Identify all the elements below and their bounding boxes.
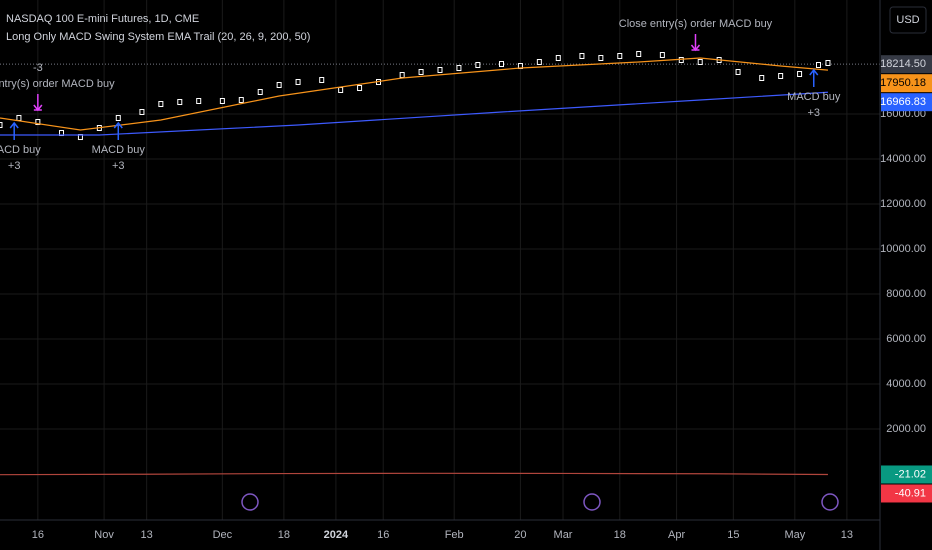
candle: [319, 77, 325, 84]
candle: [338, 87, 344, 94]
annotation-label: +3: [8, 160, 21, 172]
candle: [295, 79, 301, 86]
annotation-label: +3: [112, 160, 125, 172]
event-icons: [241, 493, 839, 511]
indicator-line: [0, 472, 828, 476]
y-tick-label: 2000.00: [886, 423, 926, 435]
price-tag-label: -21.02: [895, 468, 926, 480]
x-tick-label: Mar: [554, 529, 573, 541]
candle: [276, 82, 282, 89]
x-tick-label: Nov: [94, 529, 114, 541]
candle: [177, 99, 183, 106]
candle: [555, 55, 561, 62]
y-tick-label: 8000.00: [886, 288, 926, 300]
y-tick-label: 12000.00: [880, 198, 926, 210]
x-tick-label: 16: [377, 529, 389, 541]
candle: [357, 84, 363, 91]
y-tick-label: 6000.00: [886, 333, 926, 345]
candle: [418, 69, 424, 76]
candle: [115, 115, 121, 122]
y-tick-label: 14000.00: [880, 153, 926, 165]
currency[interactable]: USD: [896, 14, 919, 26]
price-tag-label: 18214.50: [880, 58, 926, 70]
price-tag: [881, 74, 932, 93]
candle: [257, 89, 263, 96]
currency-button[interactable]: [889, 6, 927, 34]
candle: [636, 51, 642, 58]
annotation-label: MACD buy: [0, 144, 41, 156]
candle: [778, 73, 784, 80]
x-tick-label: 2024: [324, 529, 349, 541]
y-tick-label: 10000.00: [880, 243, 926, 255]
x-tick-label: 18: [278, 529, 290, 541]
annotation-label: MACD buy: [92, 144, 146, 156]
buy-arrow-head: [9, 121, 19, 129]
x-tick-label: May: [784, 529, 805, 541]
y-tick-label: 4000.00: [886, 378, 926, 390]
candle: [456, 65, 462, 72]
annotation-label: Close entry(s) order MACD buy: [619, 18, 773, 30]
price-tag-label: 16966.83: [880, 96, 926, 108]
x-tick-label: Dec: [213, 529, 233, 541]
annotation-label: +3: [807, 107, 820, 119]
x-tick-label: 16: [32, 529, 44, 541]
close-arrow-head: [33, 104, 43, 112]
event-icon[interactable]: [241, 493, 259, 511]
candle: [735, 69, 741, 76]
candle: [219, 98, 225, 105]
candle: [797, 71, 803, 78]
indicator-title: Long Only MACD Swing System EMA Trail (2…: [6, 31, 310, 43]
candle: [158, 101, 164, 108]
x-tick-label: 15: [727, 529, 739, 541]
candle: [536, 59, 542, 66]
candle: [16, 115, 22, 122]
close-arrow-head: [690, 44, 701, 52]
candle: [0, 122, 3, 129]
candle: [815, 62, 821, 69]
chart-title: NASDAQ 100 E-mini Futures, 1D, CME: [6, 13, 199, 25]
event-icon[interactable]: [821, 493, 839, 511]
candle: [579, 53, 585, 60]
candle: [35, 119, 41, 126]
price-tag: [881, 93, 932, 112]
candle: [659, 52, 665, 59]
buy-arrow-head: [113, 121, 123, 129]
candle: [678, 57, 684, 64]
x-tick-label: 13: [841, 529, 853, 541]
candle: [499, 61, 505, 68]
annotation-label: -3: [33, 62, 43, 74]
x-tick-label: Apr: [668, 529, 685, 541]
candle: [399, 72, 405, 79]
buy-arrow-head: [809, 68, 819, 76]
candle: [617, 53, 623, 60]
candle: [825, 60, 831, 67]
candle: [196, 98, 202, 105]
candle: [759, 75, 765, 82]
candle: [139, 109, 145, 116]
event-icon[interactable]: [583, 493, 601, 511]
price-tag-label: -40.91: [895, 487, 926, 499]
price-tag: [881, 55, 932, 74]
indicator-line: [0, 91, 828, 136]
candle: [697, 59, 703, 66]
x-tick-label: Feb: [445, 529, 464, 541]
plot-area: [0, 0, 880, 520]
candle: [475, 62, 481, 69]
candle: [437, 66, 443, 73]
x-tick-label: 18: [614, 529, 626, 541]
annotation-label: MACD buy: [787, 91, 841, 103]
x-tick-label: 13: [141, 529, 153, 541]
annotation-label: Close entry(s) order MACD buy: [0, 78, 115, 90]
price-tag: [881, 484, 932, 503]
price-tag-label: 17950.18: [880, 77, 926, 89]
candle: [238, 97, 244, 104]
x-tick-label: 20: [514, 529, 526, 541]
price-tag: [881, 465, 932, 484]
candle: [598, 55, 604, 62]
